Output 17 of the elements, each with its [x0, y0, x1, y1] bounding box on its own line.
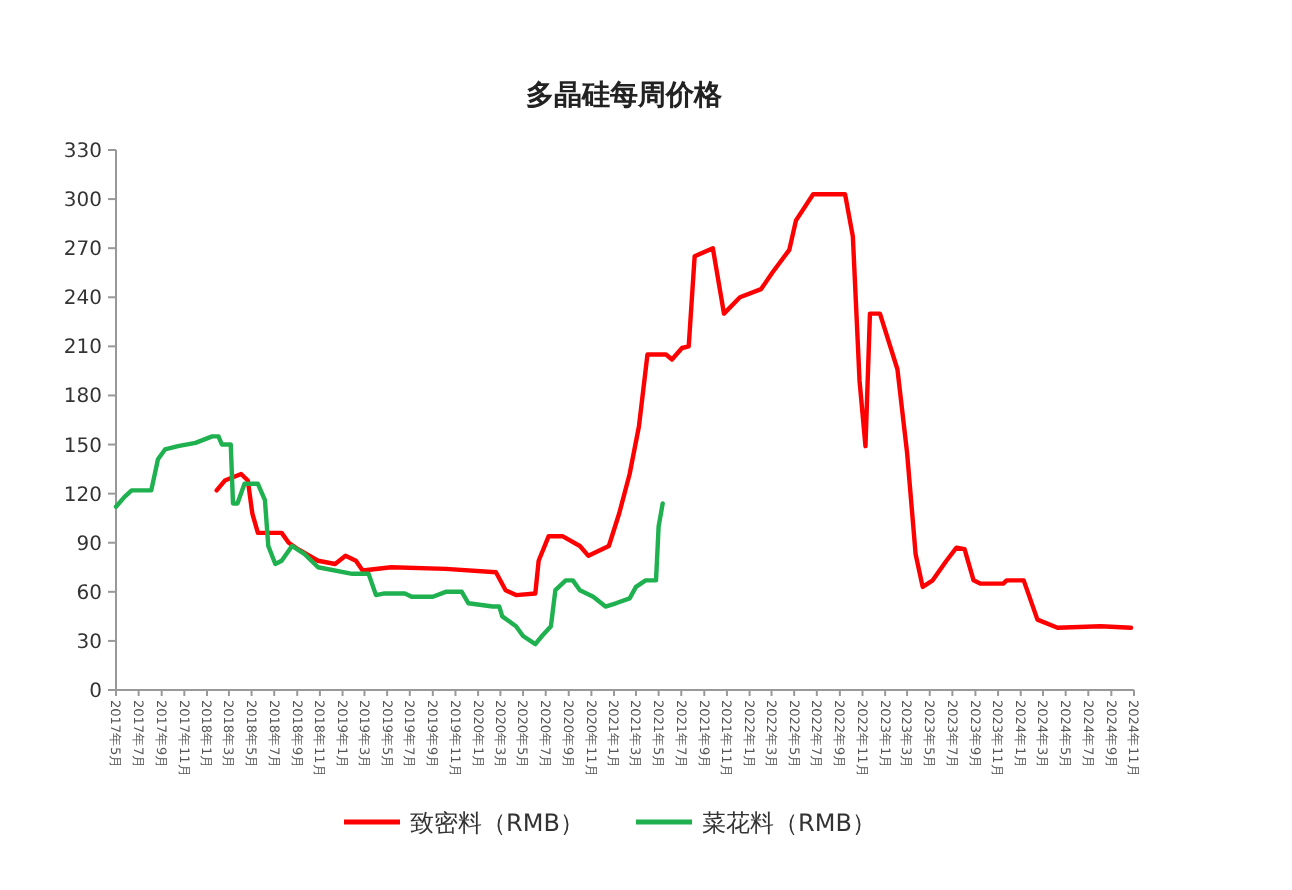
line-series — [214, 191, 1134, 631]
y-tick-label: 150 — [63, 435, 102, 458]
y-tick-label: 90 — [76, 533, 102, 556]
y-tick-label: 120 — [63, 484, 102, 507]
y-tick-label: 330 — [63, 141, 102, 163]
y-tick-label: 210 — [63, 337, 102, 360]
line-series — [113, 434, 665, 647]
legend-label: 致密料（RMB） — [410, 809, 584, 837]
y-tick-label: 0 — [89, 681, 102, 703]
y-tick-label: 240 — [63, 288, 102, 311]
chart-title: 多晶硅每周价格 — [526, 80, 724, 112]
y-tick-label: 270 — [63, 239, 102, 262]
y-tick-label: 300 — [63, 190, 102, 213]
y-tick-label: 60 — [76, 582, 102, 605]
legend-label: 菜花料（RMB） — [702, 809, 876, 837]
y-tick-label: 30 — [76, 631, 102, 654]
y-tick-label: 180 — [63, 386, 102, 409]
